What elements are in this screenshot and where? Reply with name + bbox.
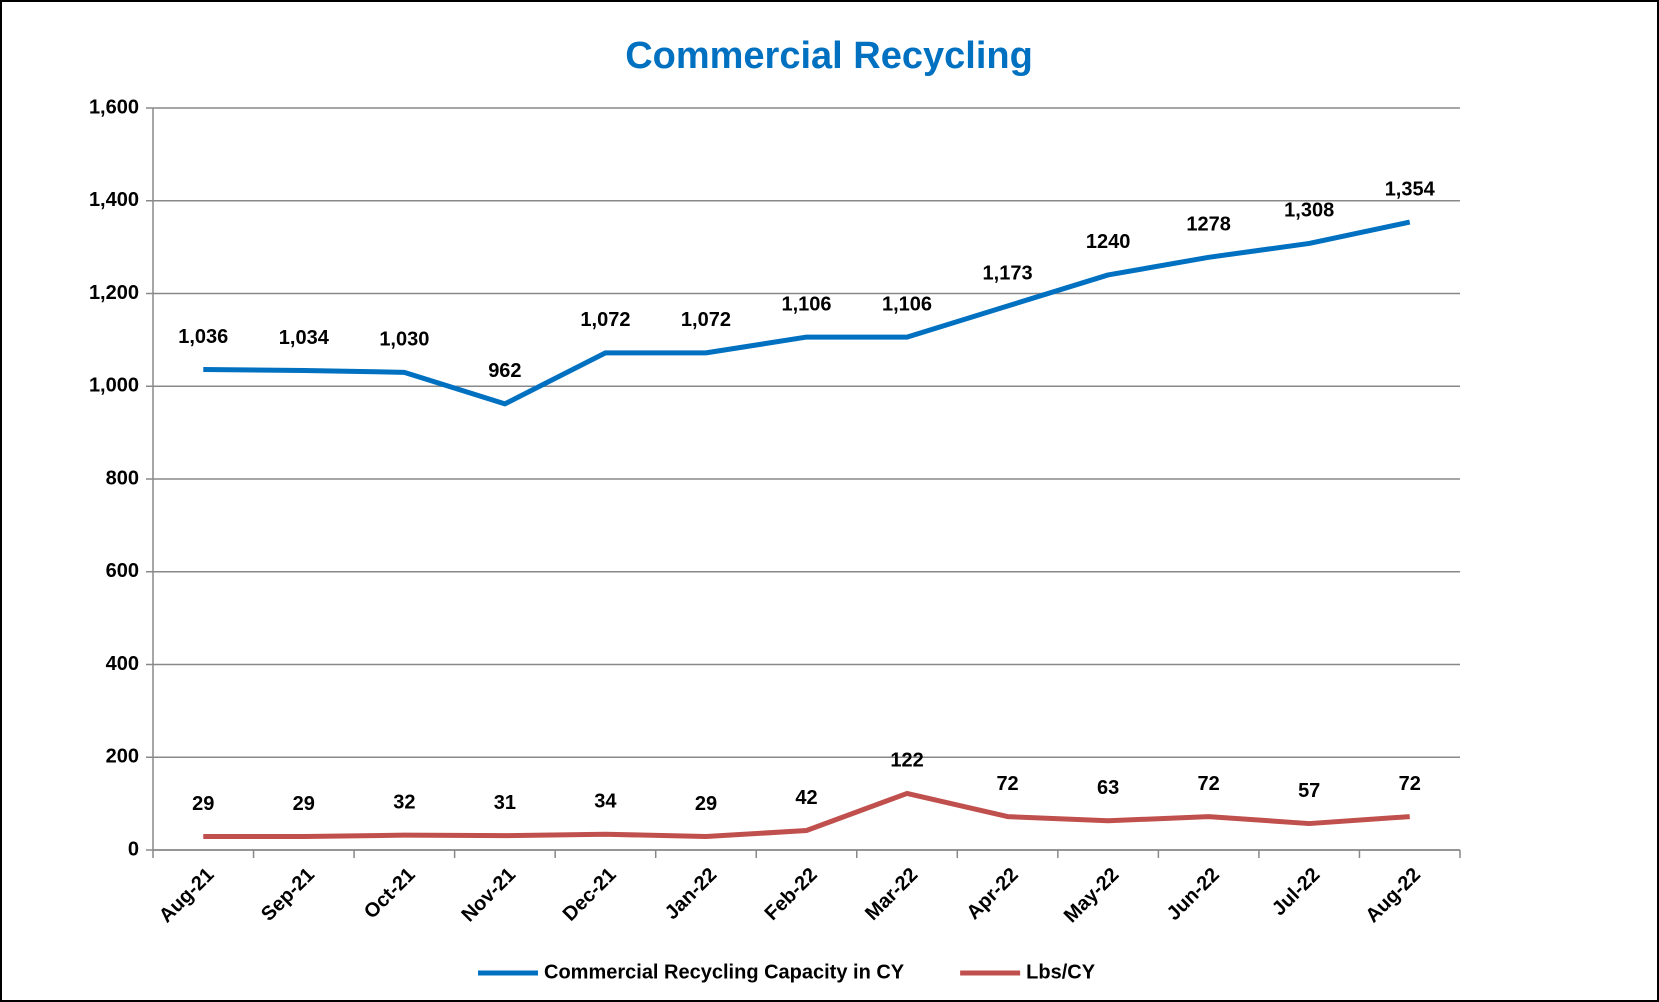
data-label: 1,106 (781, 293, 831, 315)
data-label: 1,072 (681, 309, 731, 331)
data-label: 1240 (1086, 231, 1131, 253)
y-tick-label: 1,600 (89, 96, 139, 118)
data-label: 72 (1198, 773, 1220, 795)
data-label: 32 (393, 791, 415, 813)
data-label: 1,034 (279, 327, 330, 349)
data-label: 42 (795, 787, 817, 809)
legend-label: Lbs/CY (1026, 961, 1096, 983)
legend-label: Commercial Recycling Capacity in CY (544, 961, 905, 983)
y-tick-label: 0 (128, 838, 139, 860)
data-label: 29 (695, 793, 717, 815)
y-tick-label: 600 (106, 560, 139, 582)
data-label: 1,036 (178, 326, 228, 348)
data-label: 962 (488, 360, 521, 382)
y-tick-label: 1,200 (89, 282, 139, 304)
data-label: 34 (594, 791, 617, 813)
data-label: 122 (890, 750, 923, 772)
data-label: 31 (494, 792, 516, 814)
data-label: 1,030 (379, 329, 429, 351)
y-tick-label: 800 (106, 467, 139, 489)
y-tick-label: 1,000 (89, 375, 139, 397)
data-label: 29 (192, 793, 214, 815)
data-label: 1,308 (1284, 200, 1334, 222)
data-label: 72 (1399, 773, 1421, 795)
data-label: 1,354 (1385, 178, 1436, 200)
y-tick-label: 400 (106, 653, 139, 675)
data-label: 57 (1298, 780, 1320, 802)
data-label: 1,072 (580, 309, 630, 331)
data-label: 1278 (1186, 214, 1231, 236)
data-label: 72 (996, 773, 1018, 795)
data-label: 63 (1097, 777, 1119, 799)
line (203, 790, 1410, 840)
data-label: 29 (293, 793, 315, 815)
chart-title: Commercial Recycling (625, 35, 1033, 77)
line (203, 219, 1411, 407)
data-label: 1,173 (983, 262, 1033, 284)
y-tick-label: 200 (106, 746, 139, 768)
y-tick-label: 1,400 (89, 189, 139, 211)
data-label: 1,106 (882, 293, 932, 315)
